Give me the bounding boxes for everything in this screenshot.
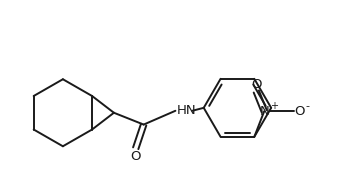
Text: HN: HN xyxy=(176,104,196,117)
Text: N: N xyxy=(259,105,269,118)
Text: +: + xyxy=(270,101,278,111)
Text: O: O xyxy=(295,105,305,118)
Text: O: O xyxy=(131,150,141,163)
Text: O: O xyxy=(251,78,261,91)
Text: -: - xyxy=(306,101,310,111)
